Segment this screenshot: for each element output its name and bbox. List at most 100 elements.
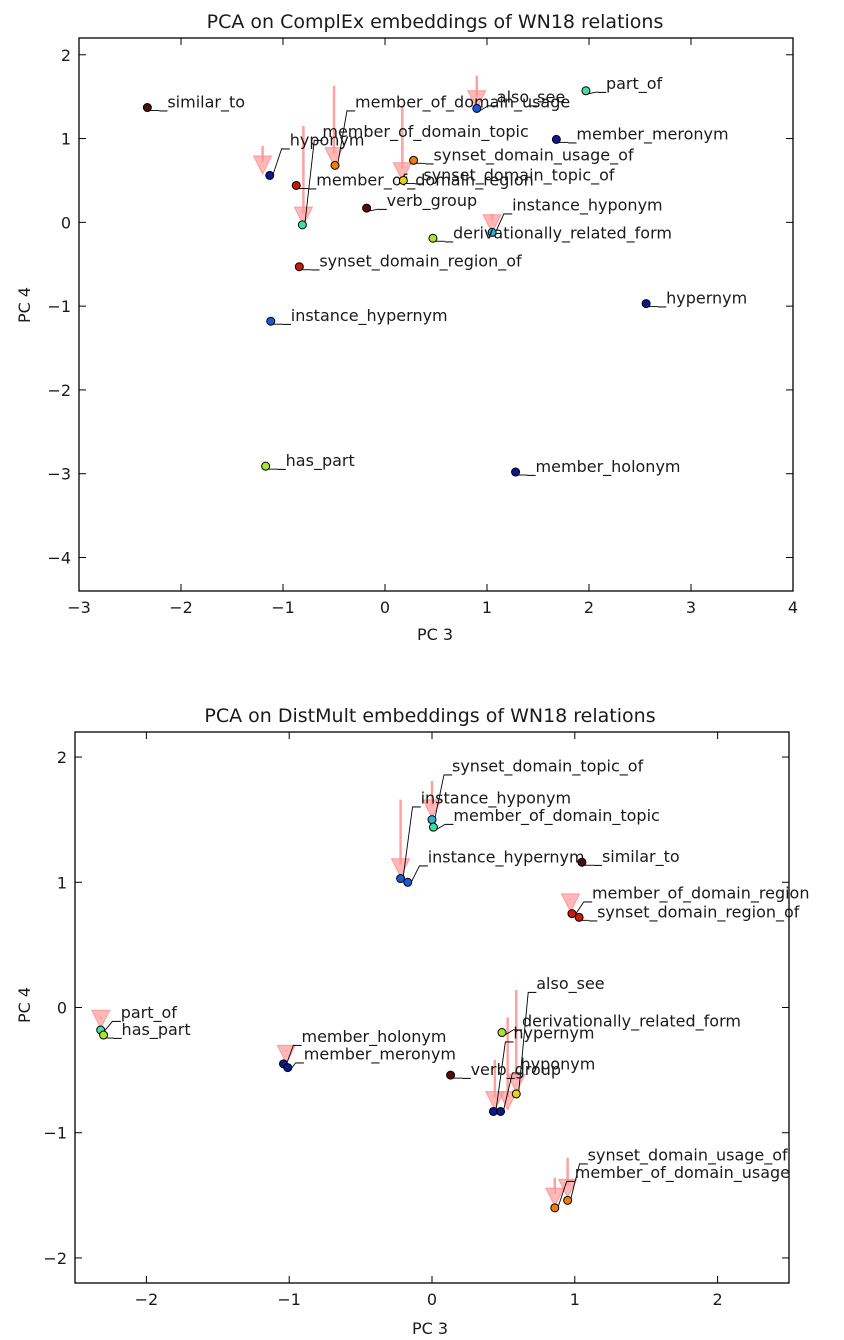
x-axis-label: PC 3 [417,625,453,644]
annotation-arrow [482,213,502,234]
point-synset-domain-usage-of [409,155,419,165]
label-leader [494,1041,506,1115]
point-label-instance-hypernym: _instance_hypernym [282,306,448,326]
point-label-member-of-domain-region: _member_of_domain_region [583,884,810,904]
point-hypernym [641,299,651,309]
point-label-similar-to: _similar_to [593,847,680,867]
distmult-pca-chart: PCA on DistMult embeddings of WN18 relat… [15,705,809,1338]
point-hyponym [496,1106,506,1116]
point-label-instance-hypernym: _instance_hypernym [419,847,585,867]
point-label-member-of-domain-region: _member_of_domain_region [307,170,534,190]
point-label-synset-domain-region-of: _synset_domain_region_of [310,252,522,272]
x-tick-label: −3 [67,598,91,617]
point-label-hyponym: _hyponym [281,130,365,150]
y-tick-label: 1 [57,873,67,892]
point-synset-domain-usage-of [563,1195,573,1205]
chart-title: PCA on ComplEx embeddings of WN18 relati… [207,11,664,33]
x-tick-label: −1 [271,598,295,617]
point-derivationally-related-form [428,233,438,243]
point-label-has-part: _has_part [113,1020,191,1040]
point-synset-domain-region-of [574,912,584,922]
point-instance-hypernym [266,316,276,326]
y-tick-label: 0 [61,213,71,232]
annotation-arrow [506,989,527,1094]
point-member-of-domain-usage [550,1203,560,1213]
annotation-arrow [252,146,273,176]
point-label-synset-domain-usage-of: _synset_domain_usage_of [579,1145,788,1165]
point-label-synset-domain-topic-of: _synset_domain_topic_of [443,757,644,777]
point-label-member-of-domain-usage: _member_of_domain_usage [346,92,570,112]
annotation-arrow [466,75,487,110]
point-label-synset-domain-usage-of: _synset_domain_usage_of [425,145,634,165]
point-verb-group [362,203,372,213]
point-member-of-domain-region [567,909,577,919]
point-member-of-domain-usage [330,160,340,170]
point-label-member-of-domain-usage: _member_of_domain_usage [566,1163,790,1183]
plot-frame [78,37,794,592]
point-label-also-see: _also_see [488,87,565,107]
y-tick-label: −1 [47,297,71,316]
point-similar-to [142,103,152,113]
point-label-verb-group: _verb_group [378,191,478,211]
point-label-verb-group: _verb_group [462,1060,562,1080]
point-member-meronym [551,134,561,144]
point-label-part-of: _part_of [597,74,663,94]
y-tick-label: −2 [47,381,71,400]
point-label-member-holonym: _member_holonym [292,1027,446,1047]
label-leader [402,806,414,882]
point-label-member-meronym: _member_meronym [295,1045,456,1065]
label-leader [303,139,315,228]
point-instance-hypernym [403,877,413,887]
annotation-arrow [293,125,314,227]
point-instance-hyponym [487,227,497,237]
x-tick-label: 3 [686,598,696,617]
y-tick-label: −4 [47,548,71,567]
point-member-of-domain-region [291,180,301,190]
y-axis-label: PC 4 [15,987,34,1023]
point-label-hypernym: _hypernym [657,289,747,309]
annotation-arrow [560,893,581,913]
point-member-of-domain-topic [428,822,438,832]
point-label-derivationally-related-form: _derivationally_related_form [444,223,672,243]
point-also-see [472,103,482,113]
point-derivationally-related-form [497,1028,507,1038]
annotation-arrow [324,85,344,167]
point-label-hypernym: _hypernym [504,1023,594,1043]
x-tick-label: 0 [380,598,390,617]
point-label-synset-domain-topic-of: _synset_domain_topic_of [414,165,615,185]
label-leader [336,110,348,169]
x-tick-label: 1 [570,1290,580,1309]
point-label-hyponym: _hyponym [512,1054,596,1074]
x-tick-label: −2 [169,598,193,617]
point-label-member-holonym: _member_holonym [527,457,681,477]
label-leader [569,1163,581,1204]
y-tick-label: −3 [47,465,71,484]
point-label-member-meronym: _member_meronym [567,124,728,144]
point-has-part [261,461,271,471]
x-tick-label: 4 [788,598,798,617]
point-member-meronym [283,1063,293,1073]
point-part-of [581,86,591,96]
x-axis-label: PC 3 [412,1319,448,1338]
point-similar-to [577,857,587,867]
x-tick-label: 2 [713,1290,723,1309]
point-hyponym [265,170,275,180]
annotation-arrow [276,1044,297,1065]
y-axis-label: PC 4 [15,287,34,323]
point-label-also-see: _also_see [527,974,604,994]
x-tick-label: 0 [427,1290,437,1309]
y-tick-label: −2 [43,1249,67,1268]
complex-pca-chart: PCA on ComplEx embeddings of WN18 relati… [15,11,798,644]
point-verb-group [446,1070,456,1080]
point-label-instance-hyponym: _instance_hyponym [412,789,572,809]
label-leader [517,991,529,1097]
y-tick-label: 2 [61,46,71,65]
point-also-see [511,1089,521,1099]
label-leader [587,91,599,95]
x-tick-label: −2 [135,1290,159,1309]
point-label-member-of-domain-topic: _member_of_domain_topic [313,122,528,142]
point-synset-domain-topic-of [427,815,437,825]
x-tick-label: 1 [482,598,492,617]
point-label-instance-hyponym: _instance_hyponym [503,195,663,215]
